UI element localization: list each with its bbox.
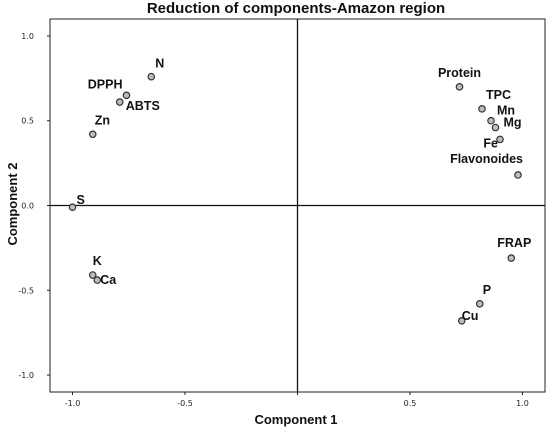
point-label: Cu <box>462 309 479 323</box>
point-label: DPPH <box>88 77 123 91</box>
data-point <box>93 276 102 284</box>
data-point <box>88 130 97 139</box>
data-point <box>455 83 464 91</box>
y-tick-label: 1.0 <box>21 32 34 41</box>
point-label: Mn <box>497 104 515 118</box>
y-tick-label: 0.5 <box>21 117 34 126</box>
point-label: Fe <box>483 136 498 150</box>
x-tick-label: -0.5 <box>177 399 193 408</box>
x-axis-ticks: -1.0 -0.5 0.5 1.0 <box>65 392 529 408</box>
point-label: K <box>93 254 102 268</box>
point-label: Flavonoides <box>450 152 523 166</box>
data-point <box>491 123 500 132</box>
x-tick-label: 0.5 <box>404 399 417 408</box>
data-point <box>496 135 504 144</box>
y-tick-label: -1.0 <box>18 371 34 380</box>
data-point <box>514 171 522 179</box>
y-tick-label: 0.0 <box>21 202 34 211</box>
data-point <box>115 98 124 106</box>
y-axis-label: Component 2 <box>5 162 20 245</box>
y-axis-ticks: 1.0 0.5 0.0 -0.5 -1.0 <box>18 32 50 380</box>
data-point <box>478 105 486 113</box>
data-point <box>122 91 131 100</box>
point-label: TPC <box>486 88 511 102</box>
point-label: P <box>483 283 491 297</box>
point-label: Zn <box>95 113 110 127</box>
point-label: S <box>77 193 85 207</box>
x-axis-label: Component 1 <box>254 412 337 427</box>
point-label: Ca <box>100 273 117 287</box>
x-tick-label: 1.0 <box>516 399 529 408</box>
point-label: N <box>155 57 164 71</box>
x-tick-label: -1.0 <box>65 399 81 408</box>
data-point <box>147 72 156 81</box>
data-point <box>487 116 495 125</box>
chart-title: Reduction of components-Amazon region <box>147 0 445 17</box>
data-point <box>68 203 77 211</box>
point-label: ABTS <box>126 99 160 113</box>
data-point <box>88 271 97 279</box>
data-point <box>457 316 466 325</box>
point-label: Mg <box>504 116 522 130</box>
point-label: FRAP <box>497 236 531 250</box>
data-point <box>507 254 516 262</box>
point-label: Protein <box>438 66 481 80</box>
y-tick-label: -0.5 <box>18 286 34 295</box>
data-point <box>475 300 484 308</box>
